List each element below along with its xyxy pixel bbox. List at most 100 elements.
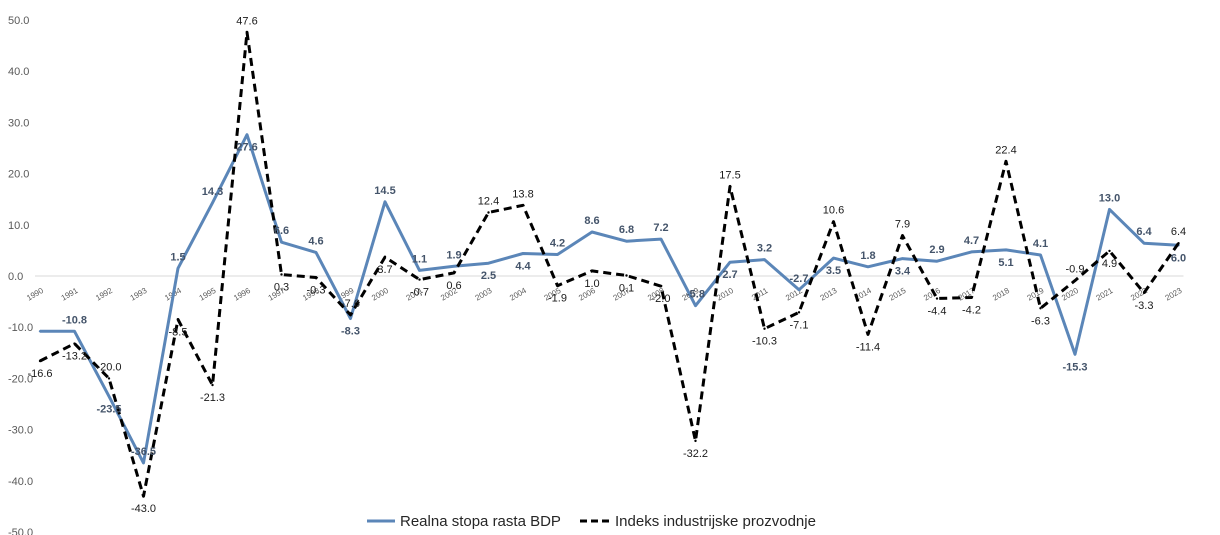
data-point xyxy=(521,252,525,255)
legend-label-gdp: Realna stopa rasta BDP xyxy=(400,513,561,530)
data-point xyxy=(280,273,283,276)
data-label-industry: -2.0 xyxy=(652,293,671,305)
data-label-gdp: 1.1 xyxy=(412,253,427,265)
data-point xyxy=(1142,291,1146,295)
x-axis: 1990 1991 1992 1993 1994 1995 1996 1997 1998 1999… xyxy=(25,286,1184,303)
data-point xyxy=(1142,242,1146,245)
data-label-industry: 1.0 xyxy=(584,278,599,290)
data-point xyxy=(349,313,352,317)
data-point xyxy=(38,330,42,333)
data-point xyxy=(625,239,628,243)
x-tick-label: 1996 xyxy=(232,286,252,303)
data-point xyxy=(728,185,732,188)
data-point xyxy=(107,395,111,398)
data-point xyxy=(797,311,801,314)
data-point xyxy=(176,318,180,321)
x-tick-label: 2018 xyxy=(991,286,1011,303)
data-label-gdp: 4.6 xyxy=(308,235,323,247)
data-point xyxy=(383,255,387,259)
data-point xyxy=(832,220,835,223)
data-point xyxy=(659,237,663,241)
data-label-gdp: -10.8 xyxy=(62,314,87,326)
data-label-industry: 10.6 xyxy=(823,205,844,217)
data-label-industry: 12.4 xyxy=(478,196,499,208)
data-point xyxy=(142,461,145,465)
data-label-industry: 13.8 xyxy=(512,188,533,200)
data-point xyxy=(763,258,766,261)
data-label-gdp: -2.7 xyxy=(790,273,809,285)
y-tick-label: -20.0 xyxy=(8,373,33,385)
data-point xyxy=(38,359,42,363)
data-point xyxy=(556,253,559,256)
y-tick-label: -30.0 xyxy=(8,425,33,437)
y-tick-label: 20.0 xyxy=(8,169,29,181)
data-point xyxy=(970,296,973,299)
data-point xyxy=(1004,248,1008,252)
data-label-gdp: 14.5 xyxy=(374,185,395,197)
data-point xyxy=(832,256,835,260)
x-tick-label: 2003 xyxy=(474,286,494,303)
data-point xyxy=(349,317,352,320)
series-line-gdp xyxy=(40,133,1179,465)
data-label-industry: 47.6 xyxy=(236,15,257,27)
x-tick-label: 1991 xyxy=(60,286,80,303)
data-point xyxy=(487,211,490,214)
data-label-gdp: 4.7 xyxy=(964,235,979,247)
data-label-industry: -6.3 xyxy=(1031,315,1050,327)
data-label-industry: 7.9 xyxy=(895,219,910,231)
data-label-industry: -7.6 xyxy=(341,298,360,310)
series-line-industry xyxy=(39,30,1180,498)
data-label-industry: -0.9 xyxy=(1066,264,1085,276)
legend-label-industry: Indeks industrijske prozvodnje xyxy=(615,513,816,530)
data-label-gdp: 4.1 xyxy=(1033,238,1048,250)
data-point xyxy=(659,285,663,288)
data-point xyxy=(452,271,456,275)
data-label-industry: -11.4 xyxy=(856,341,880,353)
data-label-gdp: 5.1 xyxy=(998,257,1013,269)
series-lines xyxy=(38,30,1180,498)
data-point xyxy=(935,259,939,263)
x-tick-label: 2004 xyxy=(508,286,528,303)
data-point xyxy=(521,204,525,207)
data-label-industry: 0.6 xyxy=(446,280,461,292)
data-label-industry: -32.2 xyxy=(683,448,708,460)
data-label-industry: 4.9 xyxy=(1102,258,1117,270)
data-point xyxy=(142,494,145,498)
data-label-gdp: 4.2 xyxy=(550,237,565,249)
data-label-gdp: -8.3 xyxy=(341,325,360,337)
data-point xyxy=(280,241,283,244)
data-point xyxy=(1073,279,1077,282)
x-tick-label: 2021 xyxy=(1095,286,1115,303)
data-label-industry: -0.3 xyxy=(307,285,326,297)
data-point xyxy=(901,257,904,260)
data-label-industry: -10.3 xyxy=(752,336,777,348)
data-point xyxy=(797,288,801,292)
data-point xyxy=(1004,160,1008,163)
x-tick-label: 1992 xyxy=(94,286,114,303)
y-tick-label: 30.0 xyxy=(8,117,29,129)
data-point xyxy=(383,200,387,203)
x-tick-label: 1995 xyxy=(198,286,218,303)
data-label-gdp: 14.3 xyxy=(202,186,223,198)
data-point xyxy=(211,201,214,204)
data-point xyxy=(1073,353,1077,356)
data-point xyxy=(1039,253,1042,257)
data-point xyxy=(901,234,904,237)
data-label-gdp: -5.8 xyxy=(686,289,705,301)
legend: Realna stopa rasta BDP Indeks industrijs… xyxy=(367,513,816,530)
data-point xyxy=(314,251,318,254)
x-tick-label: 1990 xyxy=(25,286,45,303)
data-label-gdp: 3.2 xyxy=(757,243,772,255)
data-label-gdp: 3.4 xyxy=(895,266,911,278)
data-label-industry: -7.1 xyxy=(790,319,809,331)
y-tick-label: -40.0 xyxy=(8,476,33,488)
y-tick-label: 40.0 xyxy=(8,66,29,78)
y-tick-label: 50.0 xyxy=(8,15,29,27)
data-label-gdp: 1.9 xyxy=(446,249,461,261)
data-label-gdp: -23.5 xyxy=(96,403,121,415)
data-point xyxy=(694,439,697,443)
data-label-industry: -1.9 xyxy=(548,293,567,305)
data-label-industry: -43.0 xyxy=(131,503,156,515)
data-label-industry: -13.2 xyxy=(62,351,87,363)
